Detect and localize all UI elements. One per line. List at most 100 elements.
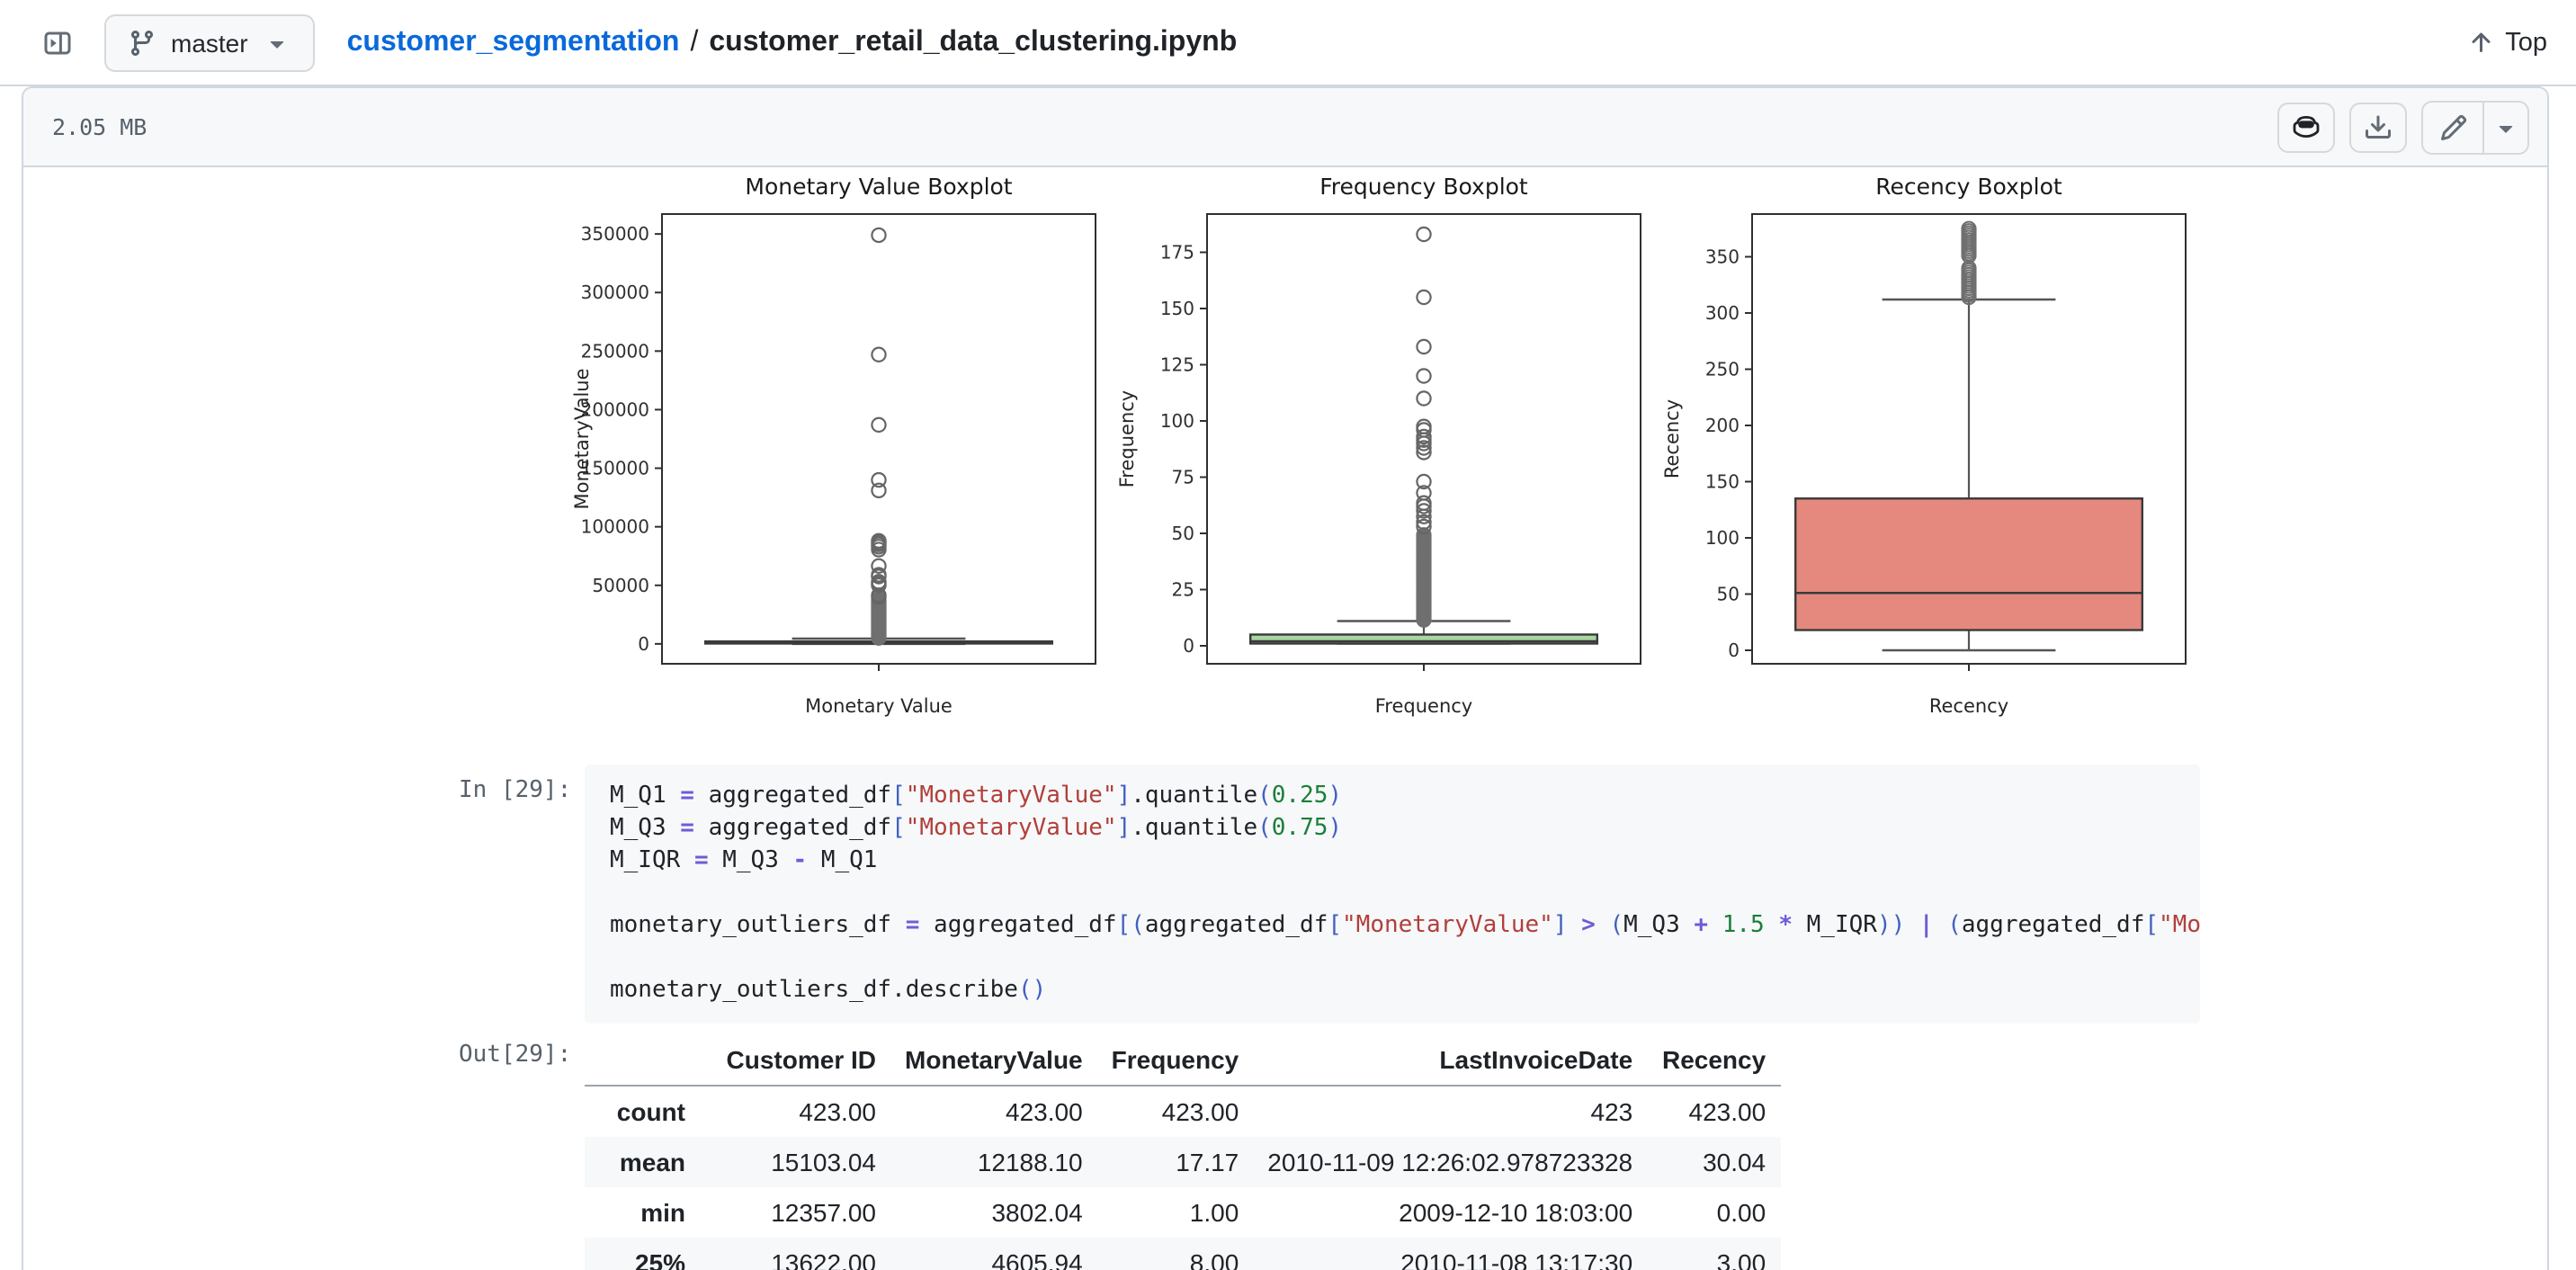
y-tick-label: 100000 [581, 516, 649, 538]
breadcrumb-separator: / [690, 26, 699, 57]
outlier-point [1416, 473, 1432, 490]
notebook-code-cell: In [29]: M_Q1 = aggregated_df["MonetaryV… [459, 765, 2547, 1024]
table-column-header: MonetaryValue [905, 1045, 1083, 1074]
y-tick-label: 150 [1705, 471, 1740, 493]
edit-file-button[interactable] [2423, 102, 2482, 152]
notebook-output-cell: Out[29]: Customer ID MonetaryValue Frequen… [459, 1034, 2547, 1270]
breadcrumb: customer_segmentation / customer_retail_… [347, 26, 1238, 58]
notebook-body: Monetary Value Boxplot 0 50000 100000 150000… [23, 167, 2547, 1270]
box [1793, 497, 2144, 631]
notebook-output-table: Customer ID MonetaryValue Frequency LastInv… [585, 1034, 1781, 1270]
y-tick-label: 75 [1172, 467, 1194, 488]
table-row: min 12357.00 3802.04 1.00 2009-12-10 18:03:0… [585, 1187, 1780, 1238]
file-size: 2.05 MB [52, 113, 148, 140]
table-cell: 0.00 [1716, 1198, 1767, 1227]
table-row: mean 15103.04 12188.10 17.17 2010-11-09 12:2… [585, 1137, 1781, 1187]
outlier-point [871, 532, 887, 549]
table-cell: 8.00 [1189, 1248, 1239, 1270]
table-column-header: Frequency [1111, 1045, 1239, 1074]
table-cell: 17.17 [1176, 1148, 1239, 1176]
table-cell: 423 [1590, 1097, 1633, 1126]
table-cell: 13622.00 [771, 1248, 876, 1270]
table-cell: 2009-12-10 18:03:00 [1399, 1198, 1633, 1227]
outlier-point [871, 416, 887, 434]
table-cell: 423.00 [799, 1097, 876, 1126]
panel-toggle-icon [44, 31, 71, 54]
code-editor-area[interactable]: M_Q1 = aggregated_df["MonetaryValue"].qu… [585, 765, 2200, 1024]
y-tick-label: 100 [1705, 527, 1740, 549]
outlier-point [1416, 390, 1432, 407]
outlier-point [871, 482, 887, 498]
table-cell: 423.00 [1688, 1097, 1767, 1126]
output-label: Out[29]: [459, 1042, 572, 1069]
table-cell: 15103.04 [771, 1148, 876, 1176]
boxplot-figure: Monetary Value Boxplot 0 50000 100000 150000… [568, 167, 2547, 729]
outlier-point [1416, 440, 1432, 456]
outlier-point [1416, 485, 1432, 501]
table-cell: 423.00 [1161, 1097, 1239, 1126]
breadcrumb-repo-link[interactable]: customer_segmentation [346, 26, 680, 57]
scroll-to-top-link[interactable]: Top [2465, 28, 2547, 57]
triangle-down-icon [2499, 125, 2513, 132]
pencil-icon [2439, 113, 2466, 140]
y-axis-label: Recency [1661, 399, 1683, 478]
arrow-up-icon [2471, 31, 2490, 51]
blob-header: 2.05 MB [23, 88, 2547, 167]
table-column-header: LastInvoiceDate [1439, 1045, 1633, 1074]
output-table-container: Customer ID MonetaryValue Frequency LastInv… [585, 1034, 2547, 1270]
y-tick-label: 50000 [592, 575, 649, 596]
outlier-point [871, 227, 887, 244]
table-cell: 423.00 [1006, 1097, 1083, 1126]
table-cell: 12357.00 [771, 1198, 876, 1227]
table-row: count 423.00 423.00 423.00 423 423.00 [585, 1086, 1780, 1137]
chart-title: Frequency Boxplot [1319, 174, 1528, 200]
x-axis-label: Monetary Value [805, 695, 953, 717]
y-tick-label: 250 [1705, 359, 1740, 380]
copilot-icon [2293, 114, 2320, 138]
download-raw-button[interactable] [2349, 102, 2407, 152]
y-tick-label: 150 [1160, 298, 1194, 319]
x-axis-label: Recency [1929, 695, 2008, 717]
outlier-point [1416, 518, 1432, 535]
download-icon [2366, 114, 2391, 138]
y-tick-label: 50 [1172, 523, 1194, 544]
boxplot-frequency: Frequency Boxplot 0 25 50 75 100 125 150 175 Freq… [1116, 174, 1641, 717]
branch-selector[interactable]: master [104, 13, 315, 71]
y-tick-label: 150000 [581, 458, 649, 479]
table-cell: 1.00 [1189, 1198, 1239, 1227]
y-tick-label: 350 [1705, 246, 1740, 268]
row-label: count [616, 1097, 685, 1126]
outlier-point [871, 346, 887, 362]
box [1248, 633, 1599, 645]
outlier-point [1416, 368, 1432, 384]
table-cell: 2010-11-09 12:26:02.978723328 [1267, 1148, 1633, 1176]
y-tick-label: 200 [1705, 415, 1740, 436]
table-cell: 4605.94 [991, 1248, 1083, 1270]
table-column-header: Recency [1661, 1045, 1767, 1074]
table-column-header: Customer ID [726, 1045, 876, 1074]
outlier-point [871, 558, 887, 574]
boxplot-recency: Recency Boxplot 0 50 100 150 200 250 300 350 Rece… [1661, 174, 2187, 717]
copilot-button[interactable] [2277, 102, 2335, 152]
y-tick-label: 0 [1728, 639, 1740, 661]
outlier-point [1416, 338, 1432, 355]
scroll-to-top-label: Top [2505, 28, 2547, 57]
y-tick-label: 100 [1160, 410, 1194, 432]
table-cell: 2010-11-08 13:17:30 [1400, 1248, 1633, 1270]
table-cell: 3.00 [1716, 1248, 1767, 1270]
y-tick-label: 175 [1160, 242, 1194, 264]
outlier-point [1416, 226, 1432, 243]
outlier-point [1416, 503, 1432, 519]
edit-split-button [2421, 100, 2529, 154]
y-tick-label: 50 [1717, 584, 1740, 605]
outlier-point [871, 567, 887, 583]
y-axis-label: Frequency [1116, 390, 1138, 488]
edit-options-dropdown[interactable] [2482, 102, 2527, 152]
x-axis-label: Frequency [1375, 695, 1473, 717]
sidebar-toggle-button[interactable] [29, 13, 86, 71]
y-tick-label: 0 [638, 633, 649, 655]
outlier-point [871, 574, 887, 590]
row-label: mean [619, 1148, 685, 1176]
outlier-point [1416, 418, 1432, 434]
outlier-point [1416, 428, 1432, 445]
